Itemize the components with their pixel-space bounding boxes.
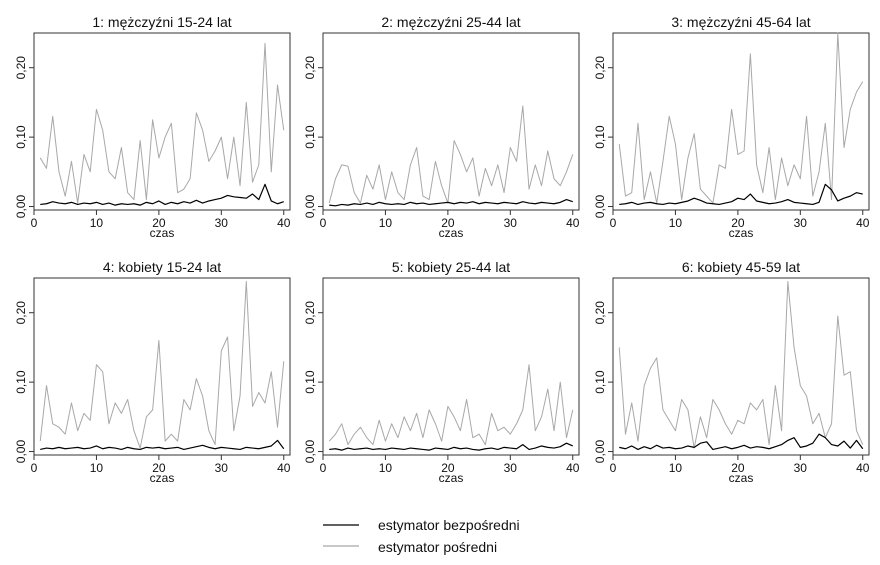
y-tick-label: 0,20 xyxy=(303,56,317,80)
panel-6: 6: kobiety 45-59 lat 0 10 20 30 40 czas 0,00 0,1… xyxy=(593,259,870,485)
x-tick-label: 40 xyxy=(277,216,291,230)
panel-1: 1: mężczyźni 15-24 lat 0 10 20 30 40 czas 0,00 0… xyxy=(14,14,291,240)
x-tick-label: 10 xyxy=(669,461,683,475)
x-tick-label: 0 xyxy=(610,461,617,475)
panel-4: 4: kobiety 15-24 lat 0 10 20 30 40 czas 0,00 0,1… xyxy=(14,259,291,485)
x-tick-label: 30 xyxy=(794,216,808,230)
legend-indirect-label: estymator pośredni xyxy=(378,539,497,555)
x-tick-label: 30 xyxy=(504,461,518,475)
panel-title: 6: kobiety 45-59 lat xyxy=(682,259,800,275)
x-tick-label: 40 xyxy=(566,216,580,230)
x-tick-label: 30 xyxy=(215,216,229,230)
y-tick-label: 0,10 xyxy=(303,125,317,149)
x-tick-label: 40 xyxy=(856,461,870,475)
x-axis-label: czas xyxy=(729,471,754,485)
panel-title: 2: mężczyźni 25-44 lat xyxy=(381,14,520,30)
x-tick-label: 20 xyxy=(731,461,745,475)
y-tick-label: 0,00 xyxy=(303,195,317,219)
x-axis-label: czas xyxy=(729,226,754,240)
panel-3: 3: mężczyźni 45-64 lat 0 10 20 30 40 czas 0,00 0… xyxy=(593,14,870,240)
legend: estymator bezpośredni estymator pośredni xyxy=(323,517,520,555)
x-tick-label: 40 xyxy=(856,216,870,230)
direct-series-line xyxy=(329,198,573,207)
panel-title: 5: kobiety 25-44 lat xyxy=(392,259,510,275)
x-axis-label: czas xyxy=(150,471,175,485)
plot-frame xyxy=(612,277,870,456)
plot-frame xyxy=(33,277,291,456)
x-tick-label: 0 xyxy=(320,461,327,475)
y-tick-label: 0,20 xyxy=(303,301,317,325)
panel-5: 5: kobiety 25-44 lat 0 10 20 30 40 czas 0,00 0,1… xyxy=(303,259,580,485)
x-tick-label: 40 xyxy=(566,461,580,475)
y-tick-label: 0,20 xyxy=(14,301,28,325)
x-tick-label: 10 xyxy=(379,461,393,475)
plot-frame xyxy=(33,32,291,211)
y-tick-label: 0,10 xyxy=(14,125,28,149)
x-tick-label: 40 xyxy=(277,461,291,475)
indirect-series-line xyxy=(39,280,285,449)
plot-frame xyxy=(322,32,580,211)
x-axis-label: czas xyxy=(150,226,175,240)
x-tick-label: 30 xyxy=(215,461,229,475)
x-tick-label: 10 xyxy=(379,216,393,230)
y-tick-label: 0,00 xyxy=(593,195,607,219)
direct-series-line xyxy=(40,439,285,451)
indirect-series-line xyxy=(618,32,864,204)
indirect-series-line xyxy=(618,280,864,449)
x-tick-label: 10 xyxy=(90,216,104,230)
x-tick-label: 10 xyxy=(90,461,104,475)
indirect-series-line xyxy=(39,42,285,204)
x-tick-label: 20 xyxy=(731,216,745,230)
x-tick-label: 20 xyxy=(152,216,166,230)
x-tick-label: 20 xyxy=(441,216,455,230)
panel-title: 4: kobiety 15-24 lat xyxy=(103,259,221,275)
x-tick-label: 30 xyxy=(794,461,808,475)
x-tick-label: 30 xyxy=(504,216,518,230)
direct-series-line xyxy=(40,183,284,206)
panel-title: 1: mężczyźni 15-24 lat xyxy=(92,14,231,30)
direct-series-line xyxy=(329,442,574,451)
indirect-series-line xyxy=(328,105,574,204)
legend-direct-label: estymator bezpośredni xyxy=(378,517,520,533)
x-axis-label: czas xyxy=(439,471,464,485)
y-tick-label: 0,10 xyxy=(303,370,317,394)
indirect-series-line xyxy=(328,364,574,446)
x-tick-label: 0 xyxy=(610,216,617,230)
y-tick-label: 0,20 xyxy=(593,301,607,325)
y-tick-label: 0,20 xyxy=(593,56,607,80)
x-tick-label: 20 xyxy=(441,461,455,475)
y-tick-label: 0,00 xyxy=(14,440,28,464)
y-tick-label: 0,20 xyxy=(14,56,28,80)
y-tick-label: 0,00 xyxy=(14,195,28,219)
x-axis-label: czas xyxy=(439,226,464,240)
y-tick-label: 0,10 xyxy=(14,370,28,394)
x-tick-label: 0 xyxy=(320,216,327,230)
y-tick-label: 0,10 xyxy=(593,125,607,149)
panel-title: 3: mężczyźni 45-64 lat xyxy=(671,14,810,30)
panel-2: 2: mężczyźni 25-44 lat 0 10 20 30 40 czas 0,00 0… xyxy=(303,14,580,240)
plot-frame xyxy=(322,277,580,456)
y-tick-label: 0,10 xyxy=(593,370,607,394)
y-tick-label: 0,00 xyxy=(593,440,607,464)
direct-series-line xyxy=(619,183,863,206)
x-tick-label: 10 xyxy=(669,216,683,230)
x-tick-label: 20 xyxy=(152,461,166,475)
x-tick-label: 0 xyxy=(31,461,38,475)
y-tick-label: 0,00 xyxy=(303,440,317,464)
x-tick-label: 0 xyxy=(31,216,38,230)
direct-series-line xyxy=(619,433,864,451)
plot-frame xyxy=(612,32,870,211)
